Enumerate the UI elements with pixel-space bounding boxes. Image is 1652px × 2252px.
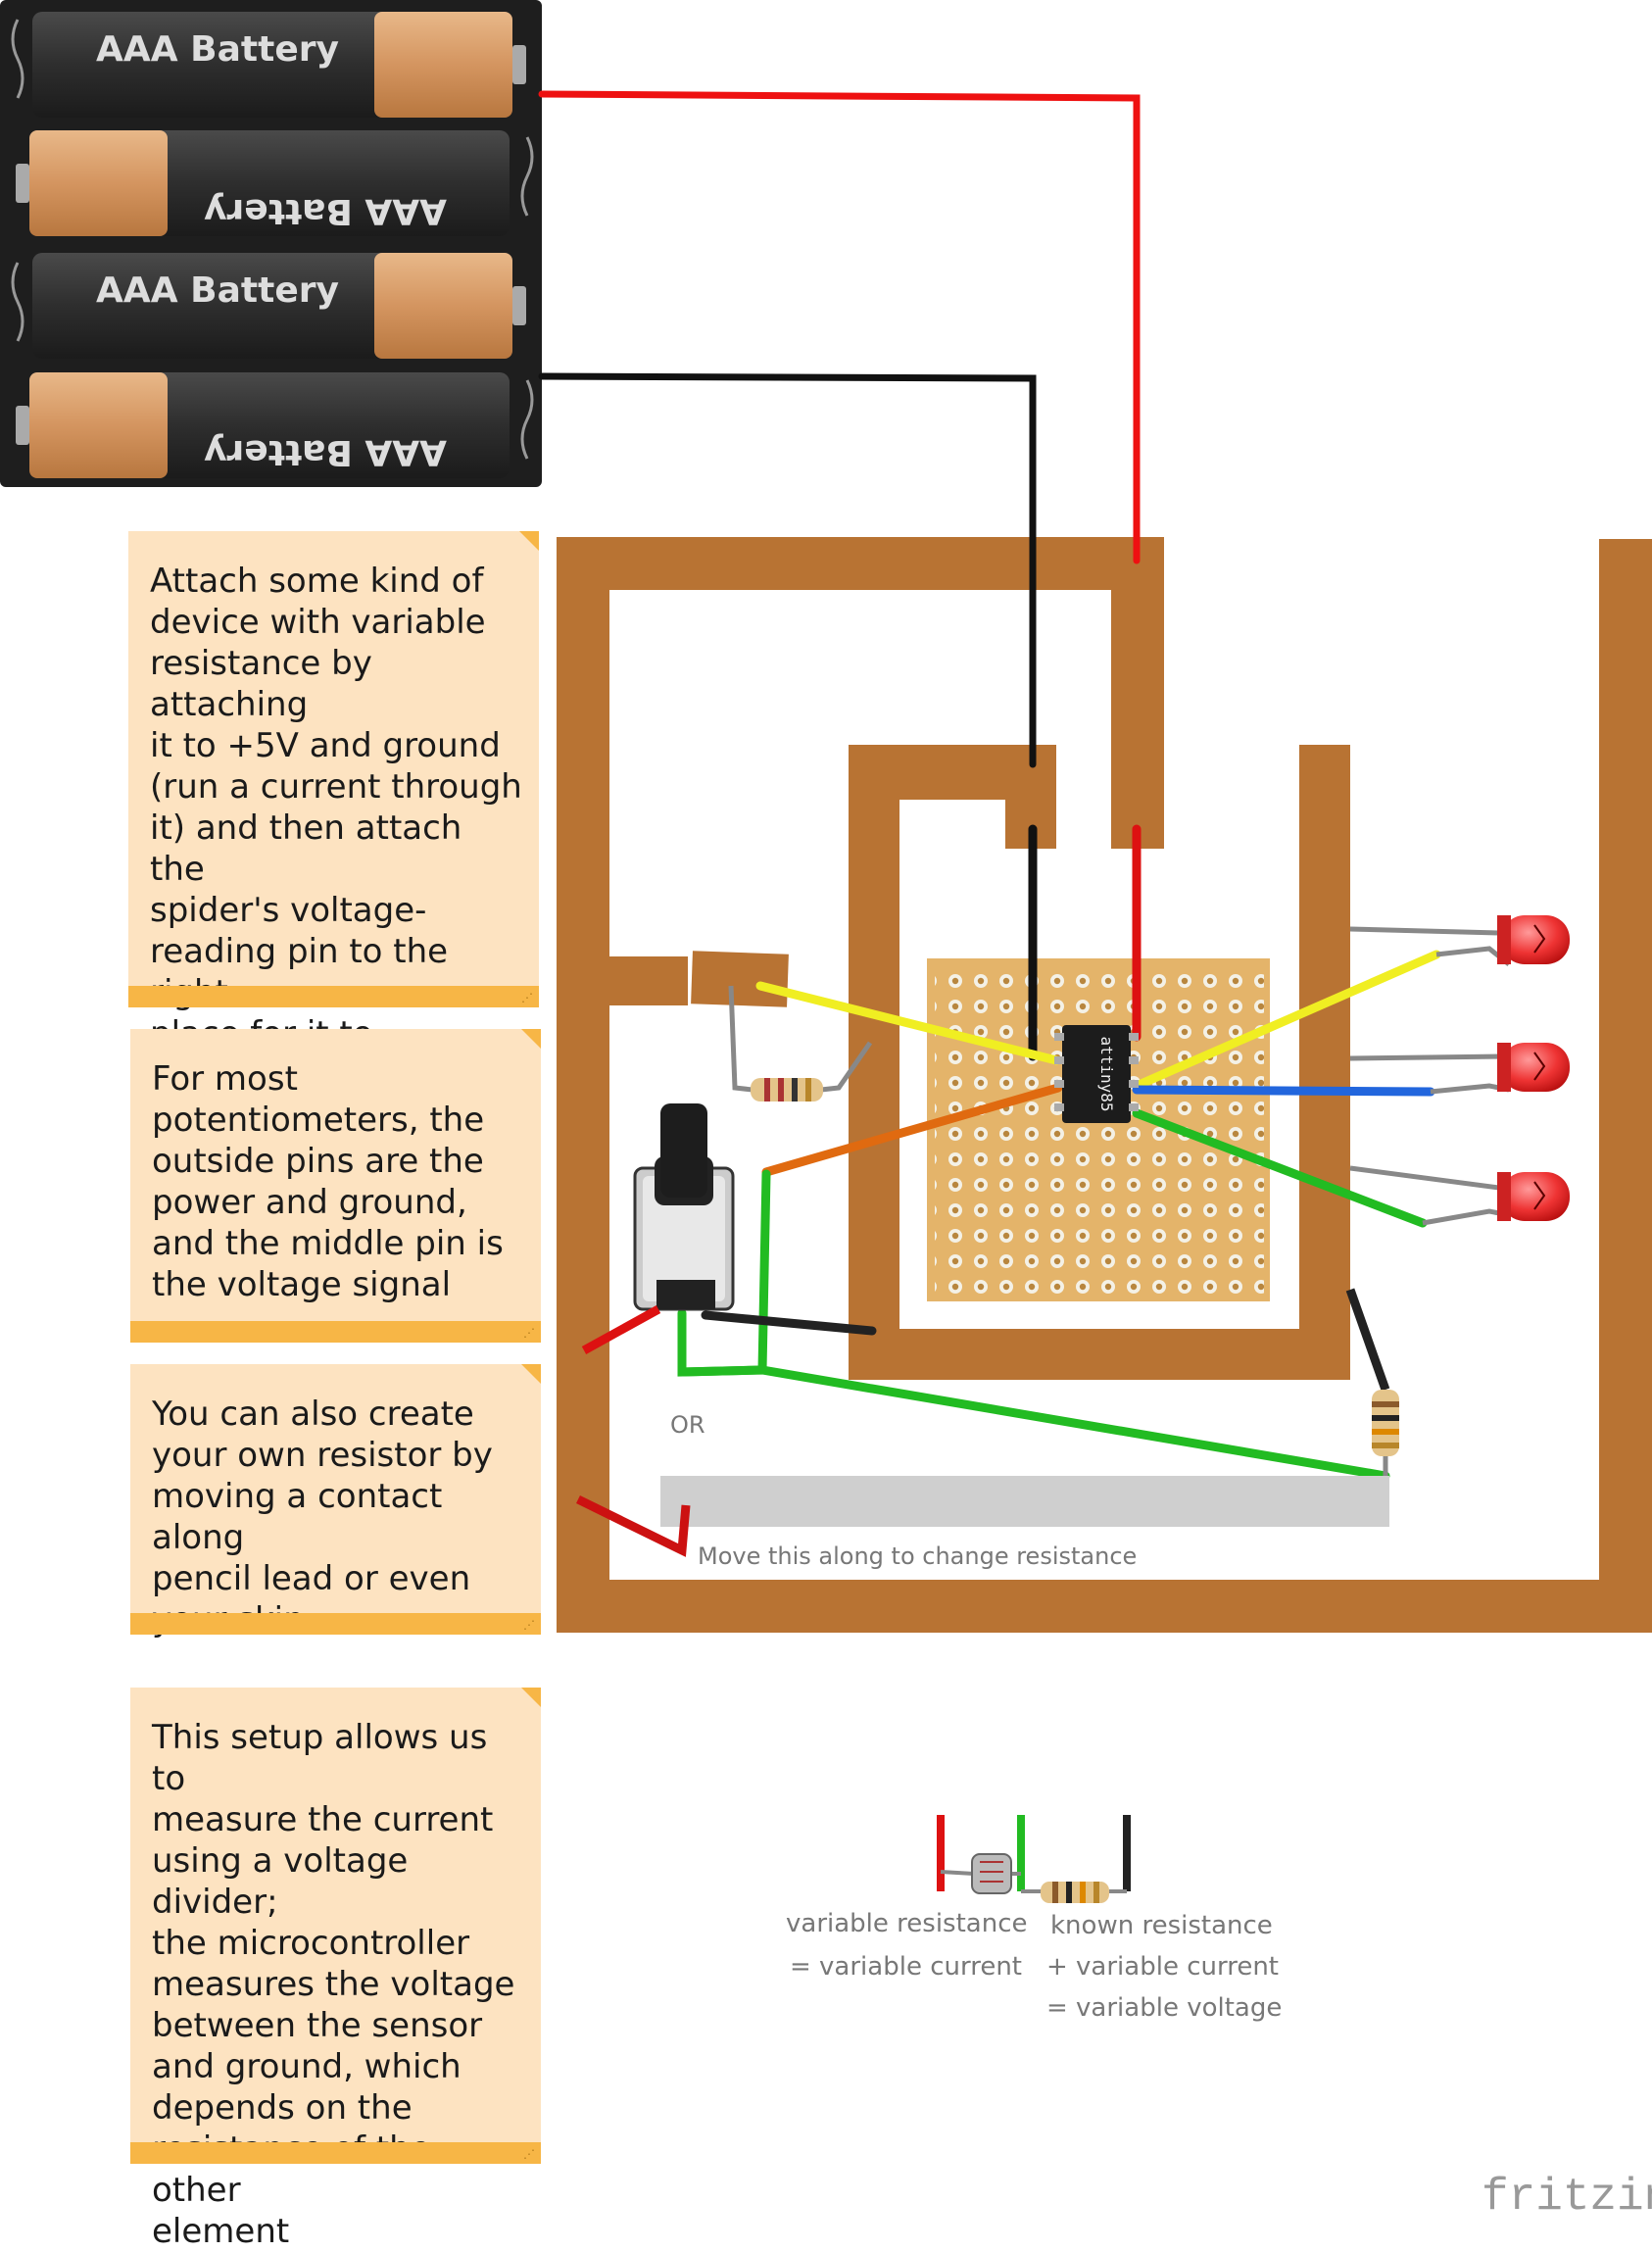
pencil-lead-contact <box>576 1476 1389 1557</box>
wire-red-vcc <box>538 90 1141 564</box>
battery-1: AAA Battery <box>32 12 526 118</box>
note-potentiometer: For most potentiometers, the outside pin… <box>130 1029 541 1343</box>
battery-4: AAA Battery <box>16 372 510 478</box>
note-variable-resistance: Attach some kind of device with variable… <box>128 531 539 1136</box>
battery-pack: AAA Battery AAA Battery AAA Battery AAA … <box>0 0 542 487</box>
battery-2: AAA Battery <box>16 130 510 236</box>
pencil-lead-bar <box>660 1476 1389 1527</box>
protoboard <box>927 958 1270 1301</box>
potentiometer <box>581 1103 735 1354</box>
battery-label: AAA Battery <box>204 191 447 231</box>
resistor-right <box>1345 1288 1399 1476</box>
note-voltage-divider: This setup allows us to measure the curr… <box>130 1688 541 2251</box>
resistor-small <box>728 985 873 1102</box>
photoresistor <box>971 1853 1012 1894</box>
power-wires <box>538 90 1141 768</box>
battery-label: AAA Battery <box>96 270 339 311</box>
note-text: For most potentiometers, the outside pin… <box>152 1059 504 1304</box>
note-pencil-lead: You can also create your own resistor by… <box>130 1364 541 1640</box>
led-2 <box>1349 1043 1570 1095</box>
variable-voltage-label: = variable voltage <box>1046 1993 1283 2023</box>
or-label: OR <box>670 1411 705 1439</box>
led-3 <box>1349 1165 1570 1226</box>
variable-resistance-label: variable resistance <box>786 1909 1028 1938</box>
led-1 <box>1349 915 1570 966</box>
chip-label: attiny85 <box>1097 1036 1116 1111</box>
note-text: This setup allows us to measure the curr… <box>152 1718 515 2251</box>
fritzing-logo: fritzing <box>1482 2172 1652 2223</box>
battery-3: AAA Battery <box>32 253 526 359</box>
wire-black-gnd <box>538 372 1037 768</box>
plus-variable-current-label: + variable current <box>1046 1952 1279 1982</box>
known-resistance-label: known resistance <box>1050 1911 1273 1940</box>
leds <box>1349 915 1570 1226</box>
variable-current-label: = variable current <box>790 1952 1022 1982</box>
move-hint-label: Move this along to change resistance <box>698 1542 1138 1570</box>
attiny85-chip: attiny85 <box>1054 1025 1139 1123</box>
battery-label: AAA Battery <box>96 29 339 70</box>
battery-label: AAA Battery <box>204 432 447 472</box>
note-text: You can also create your own resistor by… <box>152 1395 493 1640</box>
battery-holder <box>0 0 542 487</box>
copper-traces <box>557 537 1652 1633</box>
chip-wires <box>677 824 1441 1481</box>
voltage-divider-example <box>937 1815 1131 1903</box>
